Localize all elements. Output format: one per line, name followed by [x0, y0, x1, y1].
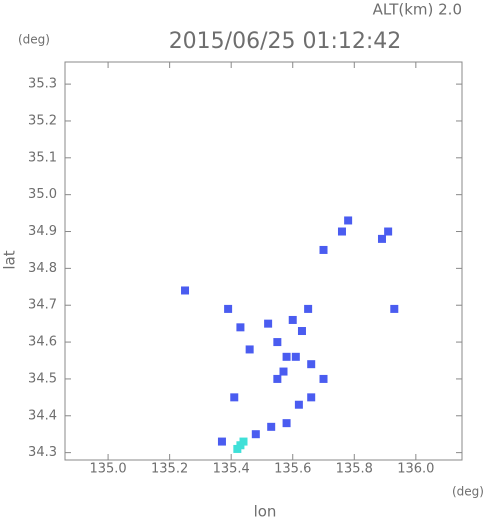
echo-point [288, 315, 297, 324]
echo-point [273, 338, 282, 347]
echo-point [236, 441, 245, 450]
echo-point [307, 393, 316, 402]
echo-point [181, 286, 190, 295]
y-tick-label: 34.3 [28, 445, 57, 460]
y-unit: (deg) [18, 33, 50, 47]
x-axis-label: lon [254, 503, 277, 521]
echo-point [282, 419, 291, 428]
x-tick-label: 135.4 [213, 462, 250, 477]
echo-point [344, 216, 353, 225]
x-tick-label: 135.8 [336, 462, 373, 477]
altitude-label: ALT(km) 2.0 [373, 1, 462, 19]
y-tick-label: 34.7 [28, 298, 57, 313]
x-tick-label: 135.2 [151, 462, 188, 477]
x-tick-label: 135.0 [89, 462, 126, 477]
echo-point [337, 227, 346, 236]
echo-point [217, 437, 226, 446]
y-tick-label: 34.8 [28, 261, 57, 276]
x-tick-label: 136.0 [397, 462, 434, 477]
echo-point [304, 304, 313, 313]
echo-point [279, 367, 288, 376]
echo-point [377, 234, 386, 243]
echo-point [236, 323, 245, 332]
echo-point [282, 352, 291, 361]
y-tick-label: 34.6 [28, 335, 57, 350]
plot-frame [64, 61, 463, 461]
echo-point [297, 327, 306, 336]
echo-point [230, 393, 239, 402]
y-axis-label: lat [1, 250, 19, 269]
x-unit: (deg) [452, 485, 484, 499]
y-tick-label: 34.4 [28, 408, 57, 423]
y-tick-label: 35.1 [28, 150, 57, 165]
echo-point [307, 360, 316, 369]
echo-point [319, 245, 328, 254]
echo-point [264, 319, 273, 328]
echo-point [251, 430, 260, 439]
y-tick-label: 34.9 [28, 224, 57, 239]
echo-point [294, 400, 303, 409]
echo-point [390, 304, 399, 313]
y-tick-label: 35.0 [28, 187, 57, 202]
y-tick-label: 35.3 [28, 77, 57, 92]
echo-point [319, 374, 328, 383]
echo-point [291, 352, 300, 361]
echo-point [267, 422, 276, 431]
chart-title: 2015/06/25 01:12:42 [169, 29, 402, 54]
y-tick-label: 35.2 [28, 113, 57, 128]
echo-point [273, 374, 282, 383]
y-tick-label: 34.5 [28, 371, 57, 386]
echo-point [245, 345, 254, 354]
echo-point [384, 227, 393, 236]
x-tick-label: 135.6 [274, 462, 311, 477]
echo-point [224, 304, 233, 313]
